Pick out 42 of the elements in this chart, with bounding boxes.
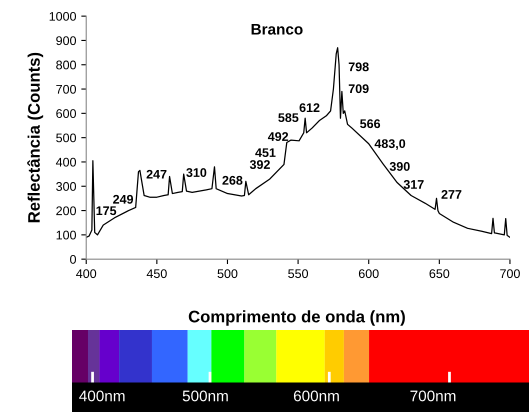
- y-tick-label: 300: [56, 182, 76, 191]
- annotation: 492: [268, 132, 288, 142]
- annotation: 390: [390, 162, 410, 171]
- x-tick-label: 700: [500, 269, 520, 278]
- y-tick-label: 1000: [50, 12, 76, 21]
- annotation: 451: [255, 148, 276, 158]
- text: 500nm: [182, 390, 228, 402]
- text: 400nm: [79, 390, 125, 402]
- x-tick-label: 400: [76, 269, 96, 278]
- x-tick-label: 600: [358, 269, 379, 278]
- y-tick-label: 0: [70, 254, 76, 264]
- y-tick-label: 500: [56, 133, 76, 142]
- chart-title: Branco: [252, 24, 303, 35]
- annotation: 612: [300, 103, 320, 112]
- y-tick-label: 600: [56, 109, 76, 118]
- text: 600nm: [294, 390, 339, 402]
- y-axis-title: Reflectância (Counts): [27, 52, 44, 222]
- annotation: 483,0: [374, 139, 406, 150]
- x-tick-label: 550: [288, 269, 308, 278]
- annotation: 277: [441, 190, 462, 199]
- y-tick-label: 100: [56, 230, 76, 240]
- text: 700nm: [410, 390, 456, 402]
- y-tick-label: 400: [56, 158, 76, 167]
- annotation: 585: [278, 113, 298, 122]
- annotation: 392: [250, 160, 270, 169]
- x-tick-label: 650: [430, 269, 450, 278]
- annotation: 798: [348, 62, 369, 72]
- x-tick-label: 500: [218, 269, 238, 278]
- annotation: 175: [96, 206, 116, 216]
- annotation: 566: [360, 119, 380, 128]
- annotation: 247: [146, 170, 166, 179]
- x-axis-title: Comprimento de onda (nm): [188, 310, 405, 326]
- y-tick-label: 700: [56, 84, 76, 94]
- annotation: 709: [348, 84, 369, 94]
- y-tick-label: 900: [56, 36, 76, 46]
- annotation: 310: [186, 168, 206, 177]
- annotation: 249: [113, 194, 134, 204]
- y-tick-label: 800: [56, 60, 76, 70]
- annotation: 317: [404, 180, 424, 189]
- annotation: 268: [222, 176, 242, 185]
- y-tick-label: 200: [56, 206, 76, 216]
- x-tick-label: 450: [146, 269, 167, 278]
